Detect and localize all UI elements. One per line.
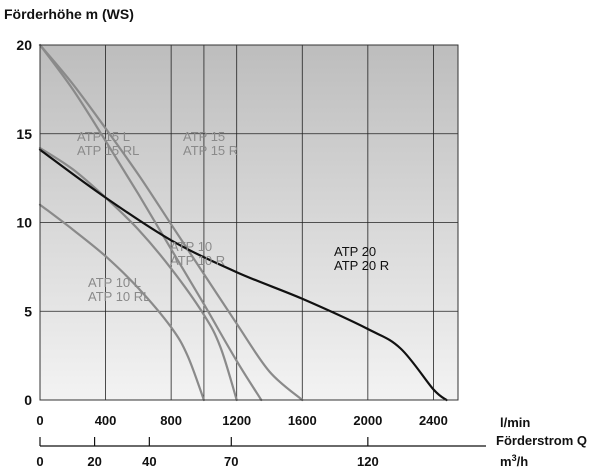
x-tick-label-lmin: 1200 [222,413,251,428]
curve-label-line: ATP 15 [183,129,225,144]
curve-line [38,146,238,402]
x-tick-label-m3h: 20 [87,454,101,469]
y-tick-label: 0 [24,392,32,408]
curve-label-line: ATP 20 [334,244,376,259]
x-tick-label-m3h: 40 [142,454,156,469]
curve-label-line: ATP 10 L [88,275,141,290]
curve-line [38,203,205,402]
pump-curves [38,43,448,402]
curve-label-line: ATP 10 RL [88,289,150,304]
plot-frame [39,44,459,401]
curve-line [38,43,304,402]
curve-line [38,148,448,402]
curve-label-line: ATP 15 R [183,143,238,158]
y-tick-labels: 0 5 10 15 20 [16,37,32,408]
x-tick-label-m3h: 70 [224,454,238,469]
x-unit-m3h-base: m [500,454,512,469]
x-tick-label-lmin: 800 [160,413,182,428]
curve-label-line: ATP 10 [170,239,212,254]
x-tick-label-lmin: 2000 [353,413,382,428]
y-tick-label: 10 [16,215,32,231]
curve-label-line: ATP 10 R [170,253,225,268]
y-axis-label: Förderhöhe m (WS) [4,6,134,22]
curve-label: ATP 20 ATP 20 R [334,244,389,273]
curve-label-line: ATP 15 L [77,129,130,144]
x-unit-lmin: l/min [500,415,530,430]
x-unit-m3h-tail: /h [517,454,529,469]
x-axis-m3h: 0 20 40 70 120 [36,437,486,469]
x-tick-label-lmin: 0 [36,413,43,428]
curve-label: ATP 10 ATP 10 R [170,239,225,268]
x-tick-label-lmin: 2400 [419,413,448,428]
curve-label: ATP 15 L ATP 15 RL [77,129,139,158]
x-unit-m3h: m3/h [500,453,528,469]
curve-label-line: ATP 20 R [334,258,389,273]
x-tick-label-lmin: 1600 [288,413,317,428]
x-tick-label-lmin: 400 [95,413,117,428]
y-tick-label: 5 [24,303,32,319]
curve-line [38,43,263,402]
curve-label: ATP 15 ATP 15 R [183,129,238,158]
x-unit-m3h-sup: 3 [512,453,517,463]
y-tick-label: 20 [16,37,32,53]
x-tick-label-m3h: 0 [36,454,43,469]
curve-label-line: ATP 15 RL [77,143,139,158]
x-axis-label: Förderstrom Q [496,433,587,448]
y-tick-label: 15 [16,126,32,142]
x-axis-lmin: 0 400 800 1200 1600 2000 2400 [36,413,447,428]
x-tick-label-m3h: 120 [357,454,379,469]
curve-label: ATP 10 L ATP 10 RL [88,275,150,304]
